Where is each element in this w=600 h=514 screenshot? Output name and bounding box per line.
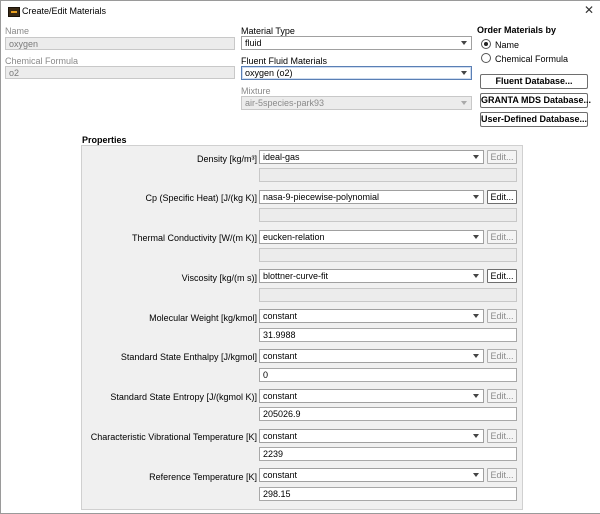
- chevron-down-icon: [461, 41, 467, 45]
- order-by-name-radio[interactable]: Name: [481, 39, 519, 50]
- name-label: Name: [5, 26, 30, 36]
- fluent-database-button[interactable]: Fluent Database...: [480, 74, 588, 89]
- properties-title: Properties: [82, 135, 127, 145]
- molecular-weight-edit-button[interactable]: Edit...: [487, 309, 517, 323]
- name-field[interactable]: oxygen: [5, 37, 235, 50]
- reference-temperature-edit-button[interactable]: Edit...: [487, 468, 517, 482]
- user-defined-database-button[interactable]: User-Defined Database...: [480, 112, 588, 127]
- chevron-down-icon: [473, 155, 479, 159]
- chevron-down-icon: [473, 394, 479, 398]
- reference-temperature-method-select[interactable]: constant: [259, 468, 484, 482]
- characteristic-vibrational-temperature-edit-button[interactable]: Edit...: [487, 429, 517, 443]
- chevron-down-icon: [461, 71, 467, 75]
- chemical-formula-label: Chemical Formula: [5, 56, 79, 66]
- viscosity-label: Viscosity [kg/(m s)]: [181, 273, 257, 283]
- mixture-select[interactable]: air-5species-park93: [241, 96, 472, 110]
- order-by-formula-radio[interactable]: Chemical Formula: [481, 53, 568, 64]
- characteristic-vibrational-temperature-method-select[interactable]: constant: [259, 429, 484, 443]
- chevron-down-icon: [473, 195, 479, 199]
- chevron-down-icon: [473, 473, 479, 477]
- chevron-down-icon: [473, 354, 479, 358]
- chevron-down-icon: [473, 274, 479, 278]
- chevron-down-icon: [461, 101, 467, 105]
- density-method-select[interactable]: ideal-gas: [259, 150, 484, 164]
- standard-state-enthalpy-value-field[interactable]: 0: [259, 368, 517, 382]
- viscosity-method-select[interactable]: blottner-curve-fit: [259, 269, 484, 283]
- standard-state-enthalpy-label: Standard State Enthalpy [J/kgmol]: [120, 352, 257, 362]
- thermal-conductivity-label: Thermal Conductivity [W/(m K)]: [131, 233, 257, 243]
- fluent-app-icon: [8, 7, 20, 17]
- chevron-down-icon: [473, 235, 479, 239]
- window-title: Create/Edit Materials: [22, 6, 107, 16]
- reference-temperature-method-value: constant: [263, 470, 298, 480]
- thermal-conductivity-value-field[interactable]: [259, 248, 517, 262]
- standard-state-entropy-edit-button[interactable]: Edit...: [487, 389, 517, 403]
- viscosity-value-field[interactable]: [259, 288, 517, 302]
- viscosity-edit-button[interactable]: Edit...: [487, 269, 517, 283]
- fluent-fluid-materials-value: oxygen (o2): [245, 68, 293, 78]
- thermal-conductivity-method-select[interactable]: eucken-relation: [259, 230, 484, 244]
- standard-state-entropy-value-field[interactable]: 205026.9: [259, 407, 517, 421]
- reference-temperature-label: Reference Temperature [K]: [149, 472, 257, 482]
- mixture-label: Mixture: [241, 86, 271, 96]
- order-by-name-label: Name: [495, 40, 520, 50]
- title-bar: Create/Edit Materials ✕: [1, 1, 600, 21]
- density-value-field[interactable]: [259, 168, 517, 182]
- standard-state-entropy-method-value: constant: [263, 391, 298, 401]
- cp-method-value: nasa-9-piecewise-polynomial: [263, 192, 380, 202]
- radio-selected-icon: [481, 39, 491, 49]
- order-by-formula-label: Chemical Formula: [495, 54, 569, 64]
- characteristic-vibrational-temperature-value-field[interactable]: 2239: [259, 447, 517, 461]
- density-method-value: ideal-gas: [263, 152, 300, 162]
- radio-unselected-icon: [481, 53, 491, 63]
- fluent-fluid-materials-label: Fluent Fluid Materials: [241, 56, 328, 66]
- cp-edit-button[interactable]: Edit...: [487, 190, 517, 204]
- material-type-select[interactable]: fluid: [241, 36, 472, 50]
- cp-value-field[interactable]: [259, 208, 517, 222]
- molecular-weight-label: Molecular Weight [kg/kmol]: [149, 313, 257, 323]
- cp-label: Cp (Specific Heat) [J/(kg K)]: [145, 193, 257, 203]
- standard-state-entropy-label: Standard State Entropy [J/(kgmol K)]: [110, 392, 257, 402]
- molecular-weight-method-value: constant: [263, 311, 298, 321]
- viscosity-method-value: blottner-curve-fit: [263, 271, 329, 281]
- mixture-value: air-5species-park93: [245, 98, 325, 108]
- chevron-down-icon: [473, 314, 479, 318]
- reference-temperature-value-field[interactable]: 298.15: [259, 487, 517, 501]
- chemical-formula-field[interactable]: o2: [5, 66, 235, 79]
- standard-state-enthalpy-edit-button[interactable]: Edit...: [487, 349, 517, 363]
- thermal-conductivity-method-value: eucken-relation: [263, 232, 325, 242]
- density-edit-button[interactable]: Edit...: [487, 150, 517, 164]
- molecular-weight-value-field[interactable]: 31.9988: [259, 328, 517, 342]
- standard-state-entropy-method-select[interactable]: constant: [259, 389, 484, 403]
- characteristic-vibrational-temperature-method-value: constant: [263, 431, 298, 441]
- chevron-down-icon: [473, 434, 479, 438]
- close-icon[interactable]: ✕: [583, 3, 594, 17]
- material-type-value: fluid: [245, 38, 262, 48]
- molecular-weight-method-select[interactable]: constant: [259, 309, 484, 323]
- material-type-label: Material Type: [241, 26, 295, 36]
- fluent-fluid-materials-select[interactable]: oxygen (o2): [241, 66, 472, 80]
- order-materials-by-title: Order Materials by: [477, 25, 557, 35]
- standard-state-enthalpy-method-value: constant: [263, 351, 298, 361]
- thermal-conductivity-edit-button[interactable]: Edit...: [487, 230, 517, 244]
- density-label: Density [kg/m³]: [196, 154, 257, 164]
- cp-method-select[interactable]: nasa-9-piecewise-polynomial: [259, 190, 484, 204]
- standard-state-enthalpy-method-select[interactable]: constant: [259, 349, 484, 363]
- granta-mds-database-button[interactable]: GRANTA MDS Database...: [480, 93, 591, 108]
- characteristic-vibrational-temperature-label: Characteristic Vibrational Temperature […: [90, 432, 257, 442]
